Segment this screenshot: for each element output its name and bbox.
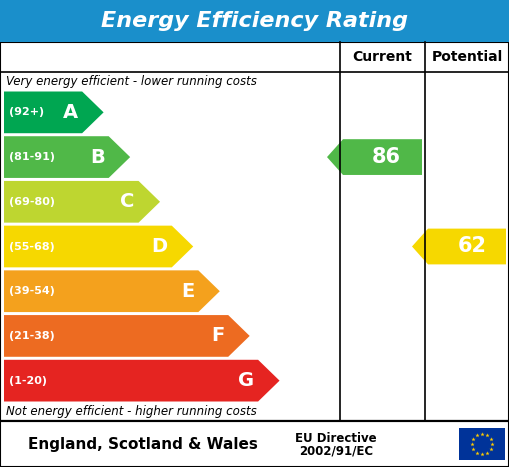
Text: Very energy efficient - lower running costs: Very energy efficient - lower running co… [6, 76, 257, 89]
Text: E: E [181, 282, 194, 301]
Text: Not energy efficient - higher running costs: Not energy efficient - higher running co… [6, 405, 257, 418]
Polygon shape [4, 136, 130, 178]
Text: A: A [63, 103, 78, 122]
Text: Energy Efficiency Rating: Energy Efficiency Rating [101, 11, 408, 31]
Polygon shape [4, 315, 250, 357]
Text: F: F [211, 326, 224, 346]
Polygon shape [4, 360, 279, 402]
Text: (39-54): (39-54) [9, 286, 55, 296]
Text: D: D [152, 237, 168, 256]
Text: Current: Current [353, 50, 412, 64]
Polygon shape [4, 92, 104, 133]
Text: C: C [120, 192, 134, 211]
Bar [0, 42, 509, 421]
Text: (81-91): (81-91) [9, 152, 55, 162]
Text: B: B [90, 148, 105, 167]
Text: 62: 62 [458, 236, 487, 256]
Text: Potential: Potential [431, 50, 502, 64]
Text: (1-20): (1-20) [9, 375, 47, 386]
Bar [0, 421, 509, 467]
Bar [0, 0, 509, 42]
Text: G: G [238, 371, 254, 390]
Text: 86: 86 [372, 147, 401, 167]
Text: England, Scotland & Wales: England, Scotland & Wales [27, 437, 258, 452]
Text: (92+): (92+) [9, 107, 44, 117]
Polygon shape [4, 181, 160, 223]
Text: EU Directive: EU Directive [295, 432, 377, 445]
Text: (55-68): (55-68) [9, 241, 55, 252]
Polygon shape [327, 139, 422, 175]
Text: 2002/91/EC: 2002/91/EC [299, 445, 373, 458]
Bar [459, 428, 505, 460]
Polygon shape [4, 226, 193, 267]
Text: (69-80): (69-80) [9, 197, 55, 207]
Polygon shape [412, 229, 506, 264]
Polygon shape [4, 270, 220, 312]
Text: (21-38): (21-38) [9, 331, 55, 341]
